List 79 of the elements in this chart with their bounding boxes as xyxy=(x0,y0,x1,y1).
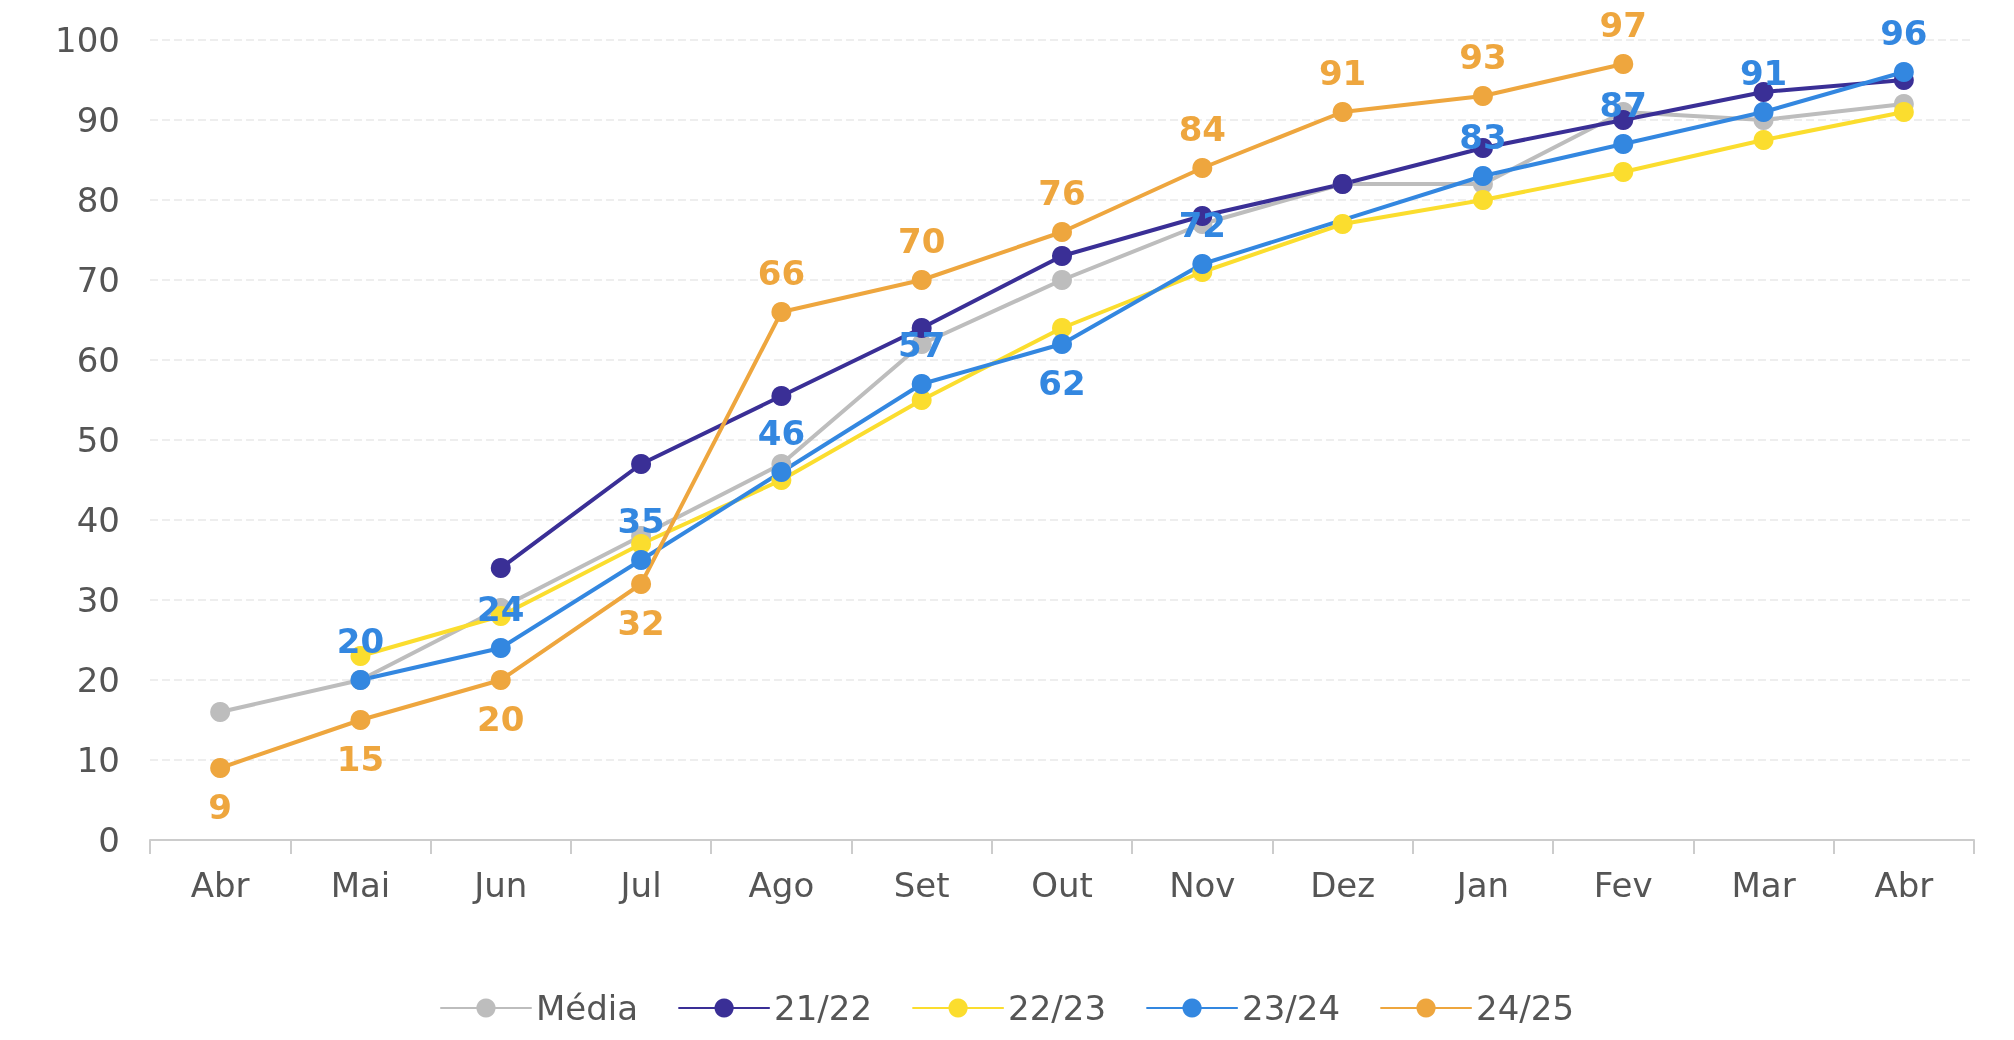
point xyxy=(631,574,652,594)
data-label: 96 xyxy=(1880,13,1928,53)
data-label: 57 xyxy=(898,325,946,365)
point xyxy=(210,758,231,778)
point xyxy=(1332,214,1353,234)
x-tick-label: Ago xyxy=(748,865,815,905)
x-tick-label: Jan xyxy=(1454,865,1510,905)
y-tick-label: 80 xyxy=(76,180,120,220)
point xyxy=(631,550,652,570)
point xyxy=(490,558,511,578)
x-tick-label: Jun xyxy=(472,865,528,905)
y-tick-label: 30 xyxy=(76,580,120,620)
x-tick-label: Abr xyxy=(190,865,250,905)
data-label: 91 xyxy=(1318,53,1367,93)
data-label: 66 xyxy=(757,253,806,293)
point xyxy=(1613,162,1634,182)
data-label: 20 xyxy=(477,699,525,739)
data-label: 84 xyxy=(1178,109,1226,149)
point xyxy=(911,374,932,394)
point xyxy=(1893,102,1914,122)
x-tick-label: Nov xyxy=(1169,865,1236,905)
data-label: 97 xyxy=(1599,5,1647,45)
point xyxy=(1052,246,1072,266)
point xyxy=(350,710,371,730)
point xyxy=(1052,334,1072,354)
data-label: 62 xyxy=(1038,363,1086,403)
legend-label: 24/25 xyxy=(1476,988,1575,1028)
y-tick-label: 10 xyxy=(76,740,120,780)
data-label: 91 xyxy=(1739,53,1788,93)
y-tick-label: 40 xyxy=(76,500,120,540)
x-tick-label: Out xyxy=(1031,865,1093,905)
point xyxy=(1472,86,1493,106)
point xyxy=(1192,158,1213,178)
y-tick-label: 0 xyxy=(98,820,120,860)
point xyxy=(771,462,792,482)
x-tick-label: Mai xyxy=(330,865,391,905)
data-label: 76 xyxy=(1038,173,1086,213)
y-tick-label: 20 xyxy=(76,660,120,700)
point xyxy=(1052,222,1072,242)
point xyxy=(631,454,652,474)
x-tick-label: Dez xyxy=(1310,865,1376,905)
data-label: 32 xyxy=(617,603,665,643)
point xyxy=(1052,270,1072,290)
point xyxy=(1753,130,1774,150)
point xyxy=(1192,254,1213,274)
data-label: 35 xyxy=(617,501,665,541)
legend-label: 23/24 xyxy=(1242,988,1341,1028)
legend-label: 22/23 xyxy=(1008,988,1107,1028)
x-tick-label: Mar xyxy=(1731,865,1796,905)
y-tick-label: 100 xyxy=(55,20,120,60)
y-tick-label: 70 xyxy=(76,260,120,300)
x-tick-label: Set xyxy=(893,865,950,905)
x-tick-label: Fev xyxy=(1593,865,1653,905)
y-tick-label: 60 xyxy=(76,340,120,380)
point xyxy=(911,270,932,290)
x-tick-label: Abr xyxy=(1874,865,1934,905)
y-tick-label: 50 xyxy=(76,420,120,460)
point xyxy=(1893,62,1914,82)
point xyxy=(210,702,231,722)
data-label: 87 xyxy=(1599,85,1647,125)
data-label: 46 xyxy=(757,413,806,453)
point xyxy=(490,638,511,658)
data-label: 70 xyxy=(898,221,946,261)
point xyxy=(771,386,792,406)
point xyxy=(1753,102,1774,122)
point xyxy=(490,670,511,690)
point xyxy=(1613,134,1634,154)
data-label: 15 xyxy=(336,739,385,779)
point xyxy=(1472,190,1493,210)
point xyxy=(771,302,792,322)
point xyxy=(1613,54,1634,74)
data-label: 9 xyxy=(208,787,232,827)
legend-label: 21/22 xyxy=(774,988,873,1028)
y-tick-label: 90 xyxy=(76,100,120,140)
data-label: 93 xyxy=(1459,37,1507,77)
legend-label: Média xyxy=(535,988,639,1028)
x-tick-label: Jul xyxy=(618,865,662,905)
point xyxy=(1332,102,1353,122)
point xyxy=(1472,166,1493,186)
